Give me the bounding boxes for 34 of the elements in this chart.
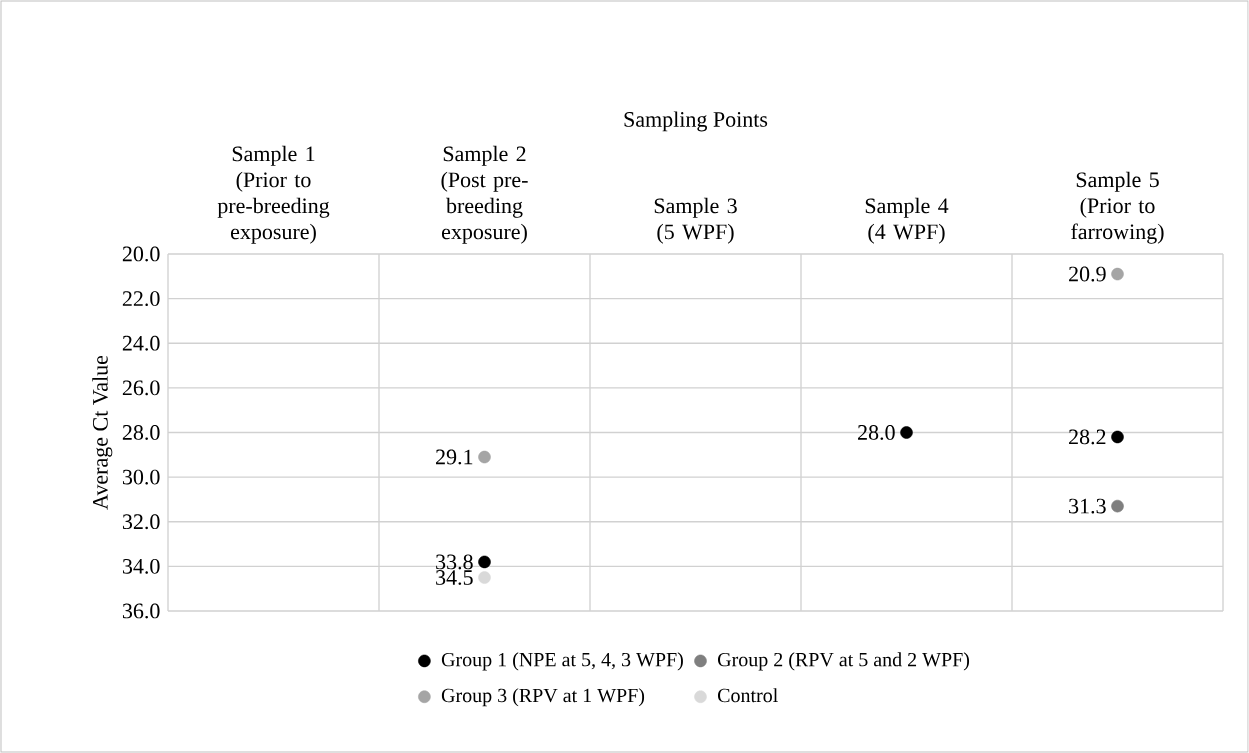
y-tick-label: 20.0	[122, 246, 160, 262]
y-tick-label: 32.0	[122, 514, 160, 530]
point	[478, 571, 491, 584]
x-tick-label: Sample 2 (Post pre-breeding exposure)	[441, 145, 528, 244]
legend-label: Group 1 (NPE at 5, 4, 3 WPF)	[441, 652, 683, 671]
legend-label: Group 3 (RPV at 1 WPF)	[441, 688, 645, 707]
x-tick-label: Sample 4 (4 WPF)	[865, 197, 949, 244]
data-label: 29.1	[436, 449, 473, 465]
data-label: 28.2	[1069, 429, 1106, 445]
data-label: 20.9	[1069, 266, 1106, 282]
y-axis-title: Average Ct Value	[92, 355, 113, 510]
point	[1111, 499, 1124, 513]
point	[1111, 267, 1124, 281]
point	[900, 426, 913, 439]
point	[478, 555, 491, 569]
y-tick-label: 28.0	[122, 425, 160, 440]
data-label: 33.8	[436, 554, 473, 570]
y-tick-label: 36.0	[122, 603, 160, 619]
y-tick-label: 30.0	[122, 469, 160, 485]
x-tick-label: Sample 3 (5 WPF)	[654, 197, 737, 244]
data-label: 31.3	[1069, 498, 1106, 514]
point	[478, 450, 491, 464]
y-tick-label: 26.0	[122, 380, 160, 396]
legend-label: Control	[717, 688, 778, 703]
x-tick-label: Sample 1 (Prior to pre-breeding exposure)	[217, 145, 330, 244]
x-axis-title: Sampling Points	[624, 111, 768, 132]
y-tick-label: 24.0	[122, 335, 160, 351]
data-label: 34.5	[436, 570, 473, 585]
legend-label: Group 2 (RPV at 5 and 2 WPF)	[717, 652, 970, 671]
y-tick-label: 34.0	[122, 558, 160, 574]
point	[1111, 430, 1124, 444]
x-tick-label: Sample 5 (Prior to farrowing)	[1071, 171, 1164, 244]
y-tick-label: 22.0	[122, 291, 160, 307]
data-label: 28.0	[858, 425, 895, 440]
